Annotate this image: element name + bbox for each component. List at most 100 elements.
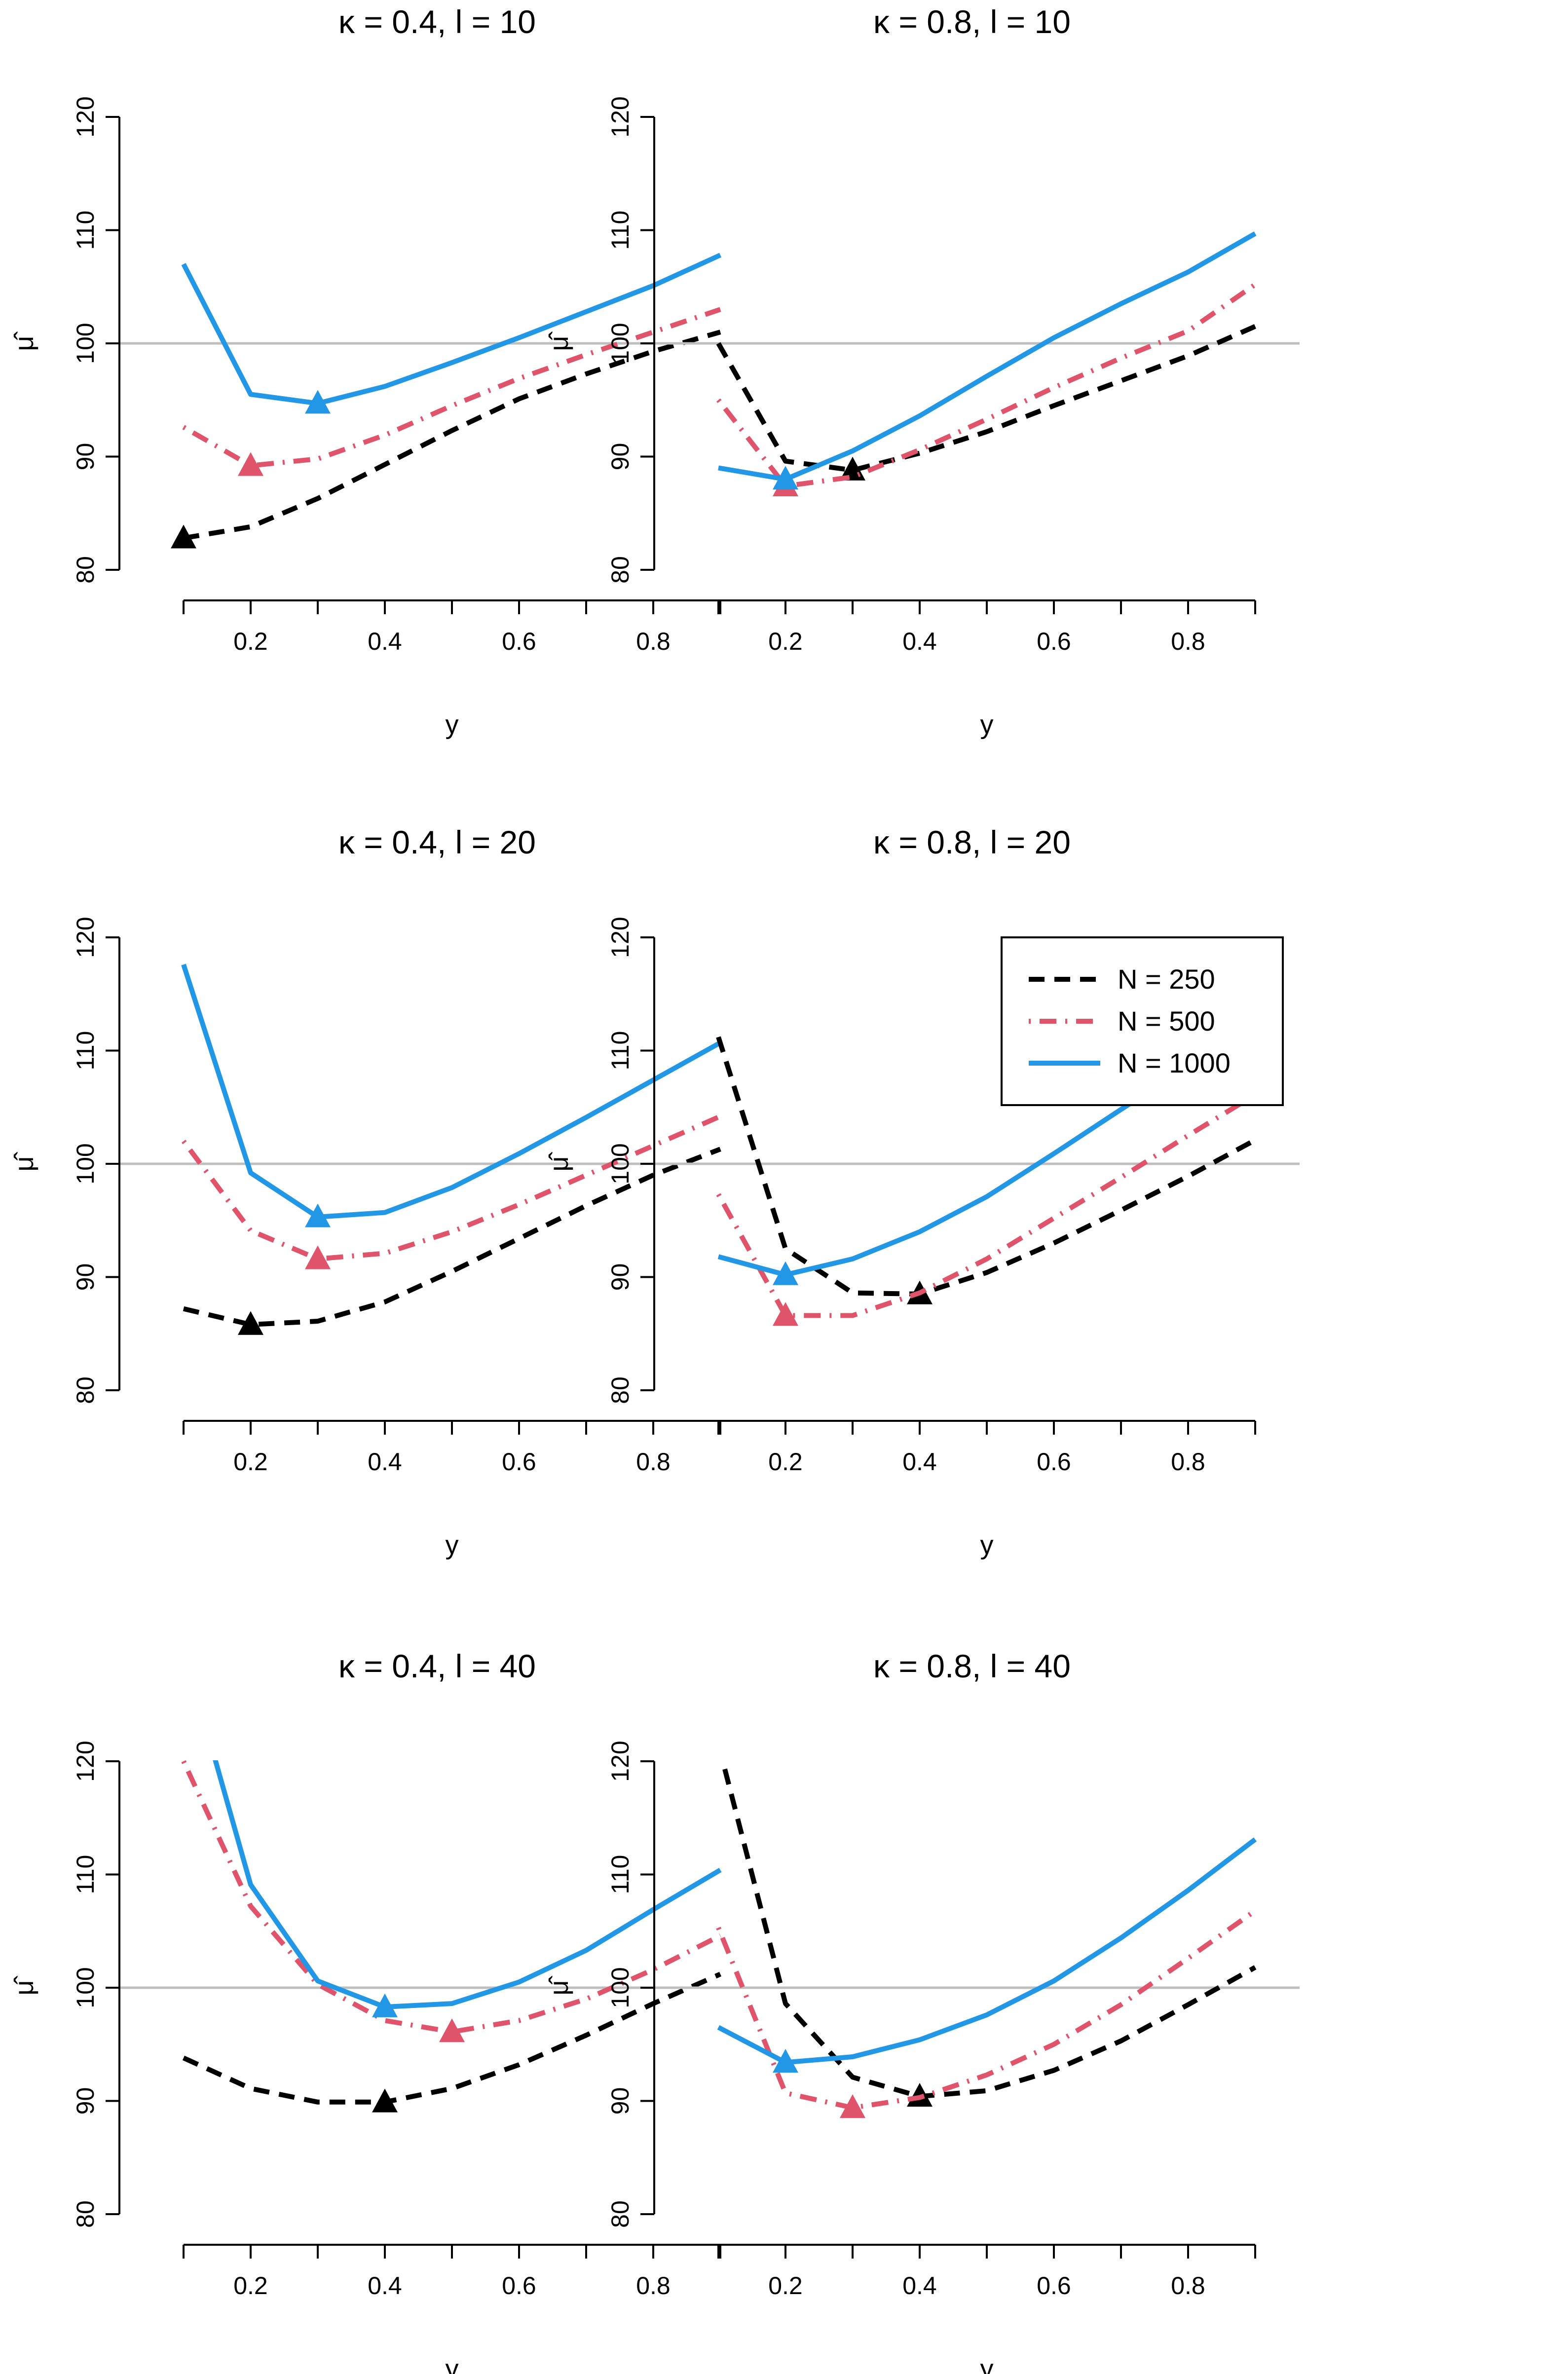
- x-tick-label: 0.4: [368, 2272, 402, 2300]
- y-tick-label: 120: [72, 917, 99, 958]
- min-marker-500: [439, 2018, 465, 2042]
- panel-title: κ = 0.8, l = 20: [873, 824, 1071, 860]
- min-marker-1000: [305, 390, 331, 414]
- min-marker-1000: [305, 1203, 331, 1227]
- x-axis-label: y: [446, 710, 459, 740]
- series-line-1000: [718, 231, 1257, 482]
- y-tick-label: 90: [606, 1263, 634, 1291]
- panel-title: κ = 0.8, l = 40: [873, 1648, 1071, 1684]
- x-tick-label: 0.6: [1037, 2272, 1071, 2300]
- x-axis-label: y: [446, 1530, 459, 1560]
- panel-title: κ = 0.4, l = 10: [338, 3, 536, 40]
- y-axis-label: μ̂: [544, 1975, 574, 1995]
- y-tick-label: 110: [606, 1031, 634, 1071]
- series-line-1000: [181, 964, 722, 1220]
- x-axis: 0.2 0.4 0.6 0.8 y: [183, 2244, 721, 2374]
- x-tick-label: 0.2: [768, 628, 803, 655]
- min-marker-500: [238, 452, 263, 476]
- x-axis-label: y: [980, 2354, 994, 2374]
- y-axis-label: μ̂: [9, 1151, 39, 1171]
- y-tick-label: 100: [72, 1143, 99, 1184]
- x-axis: 0.2 0.4 0.6 0.8 y: [183, 1420, 721, 1560]
- x-axis-label: y: [980, 710, 994, 740]
- x-tick-label: 0.6: [502, 2272, 536, 2300]
- min-marker-1000: [773, 2049, 798, 2073]
- y-tick-label: 100: [72, 1967, 99, 2008]
- x-tick-label: 0.4: [902, 628, 937, 655]
- min-marker-1000: [773, 1261, 798, 1285]
- y-tick-label: 120: [72, 1741, 99, 1781]
- x-tick-label: 0.6: [502, 1448, 536, 1476]
- y-tick-label: 90: [606, 2087, 634, 2115]
- y-tick-label: 80: [72, 2200, 99, 2228]
- x-axis: 0.2 0.4 0.6 0.8 y: [717, 599, 1256, 740]
- x-tick-label: 0.6: [502, 628, 536, 655]
- series-line-250: [716, 1036, 1257, 1297]
- x-tick-label: 0.6: [1037, 628, 1071, 655]
- y-tick-label: 110: [606, 211, 634, 250]
- x-tick-label: 0.2: [768, 2272, 803, 2300]
- x-tick-label: 0.8: [1171, 2272, 1205, 2300]
- x-axis: 0.2 0.4 0.6 0.8 y: [183, 599, 721, 740]
- x-tick-label: 0.8: [636, 2272, 671, 2300]
- min-marker-500: [773, 1302, 798, 1326]
- y-tick-label: 110: [72, 211, 99, 250]
- y-tick-label: 100: [606, 1967, 634, 2008]
- legend-label: N = 500: [1118, 1005, 1215, 1037]
- y-tick-label: 80: [72, 556, 99, 584]
- x-tick-label: 0.2: [233, 628, 268, 655]
- series-line-500: [716, 282, 1257, 489]
- series-line-500: [181, 1760, 722, 2035]
- y-tick-label: 80: [72, 1376, 99, 1404]
- x-axis: 0.2 0.4 0.6 0.8 y: [717, 2244, 1256, 2374]
- x-tick-label: 0.4: [368, 1448, 402, 1476]
- min-marker-250: [372, 2088, 398, 2113]
- y-tick-label: 110: [606, 1855, 634, 1894]
- y-tick-label: 120: [72, 96, 99, 137]
- series-line-500: [716, 1908, 1257, 2111]
- x-axis-label: y: [980, 1530, 994, 1560]
- y-axis: 80 90 100 110 120 μ̂: [9, 1741, 120, 2228]
- x-axis-label: y: [446, 2354, 459, 2374]
- legend-label: N = 250: [1118, 964, 1215, 995]
- y-tick-label: 90: [72, 2087, 99, 2115]
- y-tick-label: 90: [606, 443, 634, 471]
- series-line-1000: [717, 1837, 1257, 2065]
- series-line-1000: [181, 253, 722, 406]
- y-axis: 80 90 100 110 120 μ̂: [544, 96, 655, 584]
- x-tick-label: 0.4: [902, 1448, 937, 1476]
- y-axis-label: μ̂: [9, 1975, 39, 1995]
- y-axis-label: μ̂: [544, 1151, 574, 1171]
- y-axis: 80 90 100 110 120 μ̂: [544, 917, 655, 1404]
- min-marker-500: [305, 1245, 331, 1269]
- min-marker-1000: [372, 1993, 398, 2017]
- series-line-500: [716, 1092, 1257, 1318]
- x-tick-label: 0.8: [636, 1448, 671, 1476]
- x-tick-label: 0.4: [368, 628, 402, 655]
- x-tick-label: 0.6: [1037, 1448, 1071, 1476]
- series-line-1000: [213, 1760, 722, 2010]
- y-tick-label: 120: [606, 96, 634, 137]
- y-axis: 80 90 100 110 120 μ̂: [9, 96, 120, 584]
- x-tick-label: 0.8: [1171, 628, 1205, 655]
- min-marker-500: [840, 2094, 865, 2118]
- panel-title: κ = 0.4, l = 40: [338, 1648, 536, 1684]
- series-line-250: [182, 1971, 722, 2105]
- panel-title: κ = 0.8, l = 10: [873, 3, 1071, 40]
- y-axis-label: μ̂: [544, 331, 574, 351]
- y-axis: 80 90 100 110 120 μ̂: [9, 917, 120, 1404]
- x-tick-label: 0.8: [1171, 1448, 1205, 1476]
- legend: N = 250 N = 500 N = 1000: [1001, 936, 1284, 1106]
- x-axis: 0.2 0.4 0.6 0.8 y: [717, 1420, 1256, 1560]
- panel-title: κ = 0.4, l = 20: [338, 824, 536, 860]
- series-line-500: [182, 1114, 722, 1261]
- y-tick-label: 80: [606, 2200, 634, 2228]
- y-tick-label: 90: [72, 443, 99, 471]
- series-line-250: [183, 330, 721, 541]
